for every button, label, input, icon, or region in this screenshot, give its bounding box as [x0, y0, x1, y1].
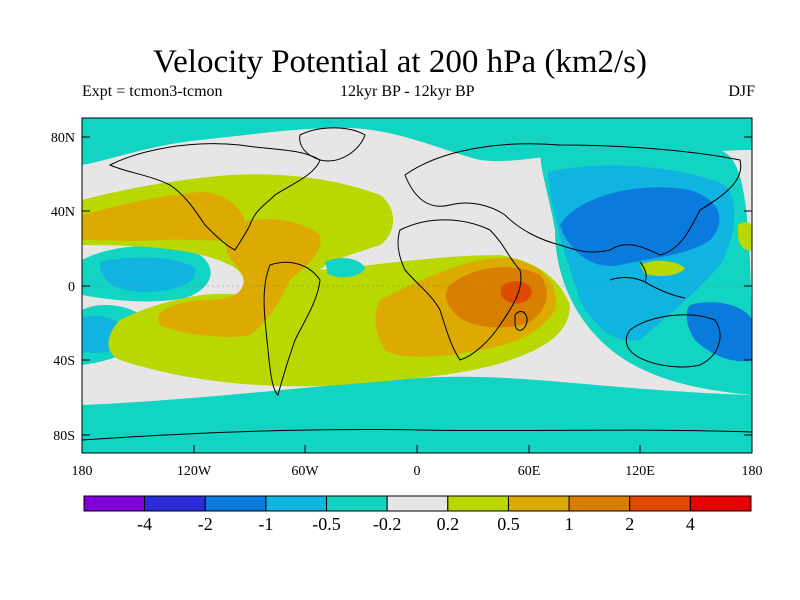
colorbar-swatch: [629, 495, 691, 512]
lat-label-80n: 80N: [51, 131, 75, 146]
contour-pacific-blue: [100, 257, 196, 292]
lat-label-80s: 80S: [53, 429, 75, 444]
coastline-antarctica: [82, 428, 752, 441]
lat-label-0: 0: [68, 280, 75, 295]
lon-label-180e: 180: [742, 464, 763, 479]
lon-label-60w: 60W: [291, 464, 319, 479]
colorbar-swatch: [265, 495, 328, 512]
contour-asia-darkblue: [560, 187, 720, 266]
colorbar-swatch: [144, 495, 206, 512]
colorbar-label: -0.2: [373, 514, 402, 534]
colorbar-swatch: [447, 495, 509, 512]
lon-label-120w: 120W: [177, 464, 212, 479]
coastline-south-america: [263, 261, 321, 396]
coastline-africa: [397, 219, 522, 361]
coastline-north-america: [108, 143, 321, 251]
contour-atlantic-cyan: [325, 258, 365, 278]
colorbar-label: 4: [686, 514, 695, 534]
colorbar-label: 0.2: [437, 514, 460, 534]
colorbar-swatch: [568, 495, 631, 512]
colorbar-label: 1: [565, 514, 574, 534]
contour-positive-orange-caribbean: [158, 219, 321, 337]
lat-label-40n: 40N: [51, 205, 75, 220]
lat-ticks: [82, 136, 752, 436]
lon-label-0: 0: [414, 464, 421, 479]
coastline-eurasia: [404, 143, 742, 256]
colorbar-label: -1: [258, 514, 273, 534]
lon-ticks: [81, 445, 753, 453]
contour-positive-orange-atlantic: [82, 192, 246, 241]
coastline-maritime-continent: [609, 261, 686, 299]
colorbar-label: -0.5: [312, 514, 341, 534]
lon-label-60e: 60E: [518, 464, 541, 479]
contour-positive-pacific-east: [738, 222, 752, 251]
colorbar-label: 2: [625, 514, 634, 534]
colorbar-swatch: [326, 495, 388, 512]
experiment-label: Expt = tcmon3-tcmon: [82, 83, 223, 100]
colorbar-swatch: [689, 495, 752, 512]
lon-label-120e: 120E: [625, 464, 655, 479]
lat-label-40s: 40S: [53, 354, 75, 369]
colorbar-label: -2: [198, 514, 213, 534]
coastline-greenland: [299, 127, 366, 162]
contour-positive-philippines: [640, 260, 685, 276]
coastline-australia: [625, 314, 721, 368]
lon-label-180w: 180: [72, 464, 93, 479]
contour-antarctic-cyan: [82, 376, 752, 453]
coastlines: [82, 127, 752, 441]
colorbar-label: 0.5: [497, 514, 520, 534]
coastline-madagascar: [514, 311, 528, 331]
season-label: DJF: [728, 83, 755, 100]
colorbar-swatch: [386, 495, 449, 512]
colorbar-swatch: [507, 495, 570, 512]
period-label: 12kyr BP - 12kyr BP: [340, 83, 475, 100]
colorbar-label: -4: [137, 514, 152, 534]
map-title: Velocity Potential at 200 hPa (km2/s): [152, 44, 648, 80]
contour-positive-red-africa: [500, 281, 532, 304]
colorbar-swatch: [204, 495, 267, 512]
colorbar-swatch: [83, 495, 146, 512]
